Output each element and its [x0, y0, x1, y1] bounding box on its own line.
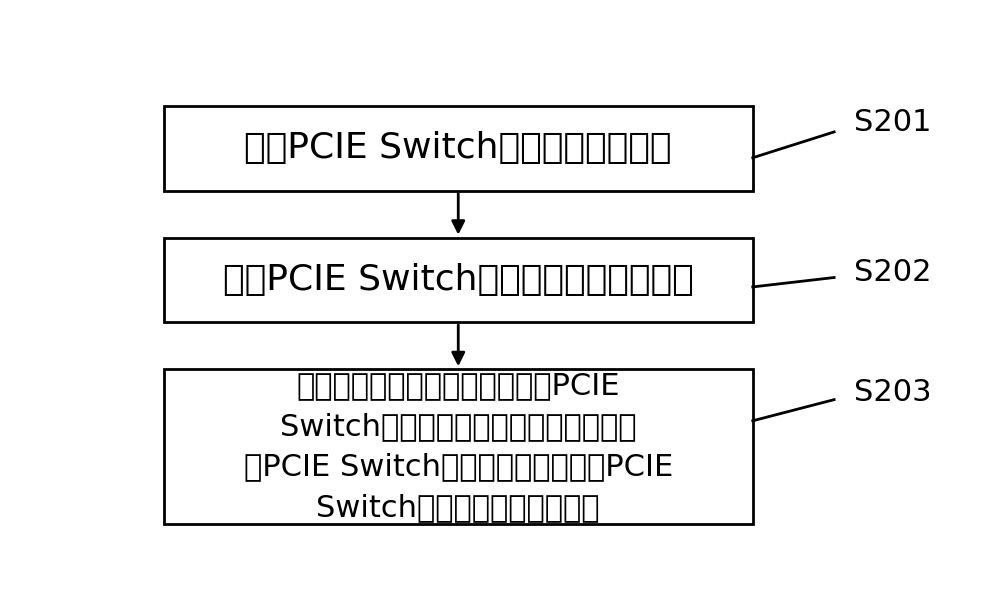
FancyBboxPatch shape: [164, 238, 753, 322]
FancyBboxPatch shape: [164, 106, 753, 190]
Text: 接收PCIE Switch扩展芯片复位请求: 接收PCIE Switch扩展芯片复位请求: [244, 131, 672, 165]
Text: 通过目标复杂可编程逻辑器件将PCIE
Switch扩展芯片复位使能信息发送至目
标PCIE Switch扩展芯片，以对目标PCIE
Switch扩展芯片进行复位: 通过目标复杂可编程逻辑器件将PCIE Switch扩展芯片复位使能信息发送至目 …: [244, 371, 673, 522]
FancyBboxPatch shape: [164, 369, 753, 524]
Text: 生成PCIE Switch扩展芯片复位使能信息: 生成PCIE Switch扩展芯片复位使能信息: [223, 263, 694, 297]
Text: S203: S203: [854, 378, 931, 407]
Text: S202: S202: [854, 258, 931, 287]
Text: S201: S201: [854, 108, 931, 137]
